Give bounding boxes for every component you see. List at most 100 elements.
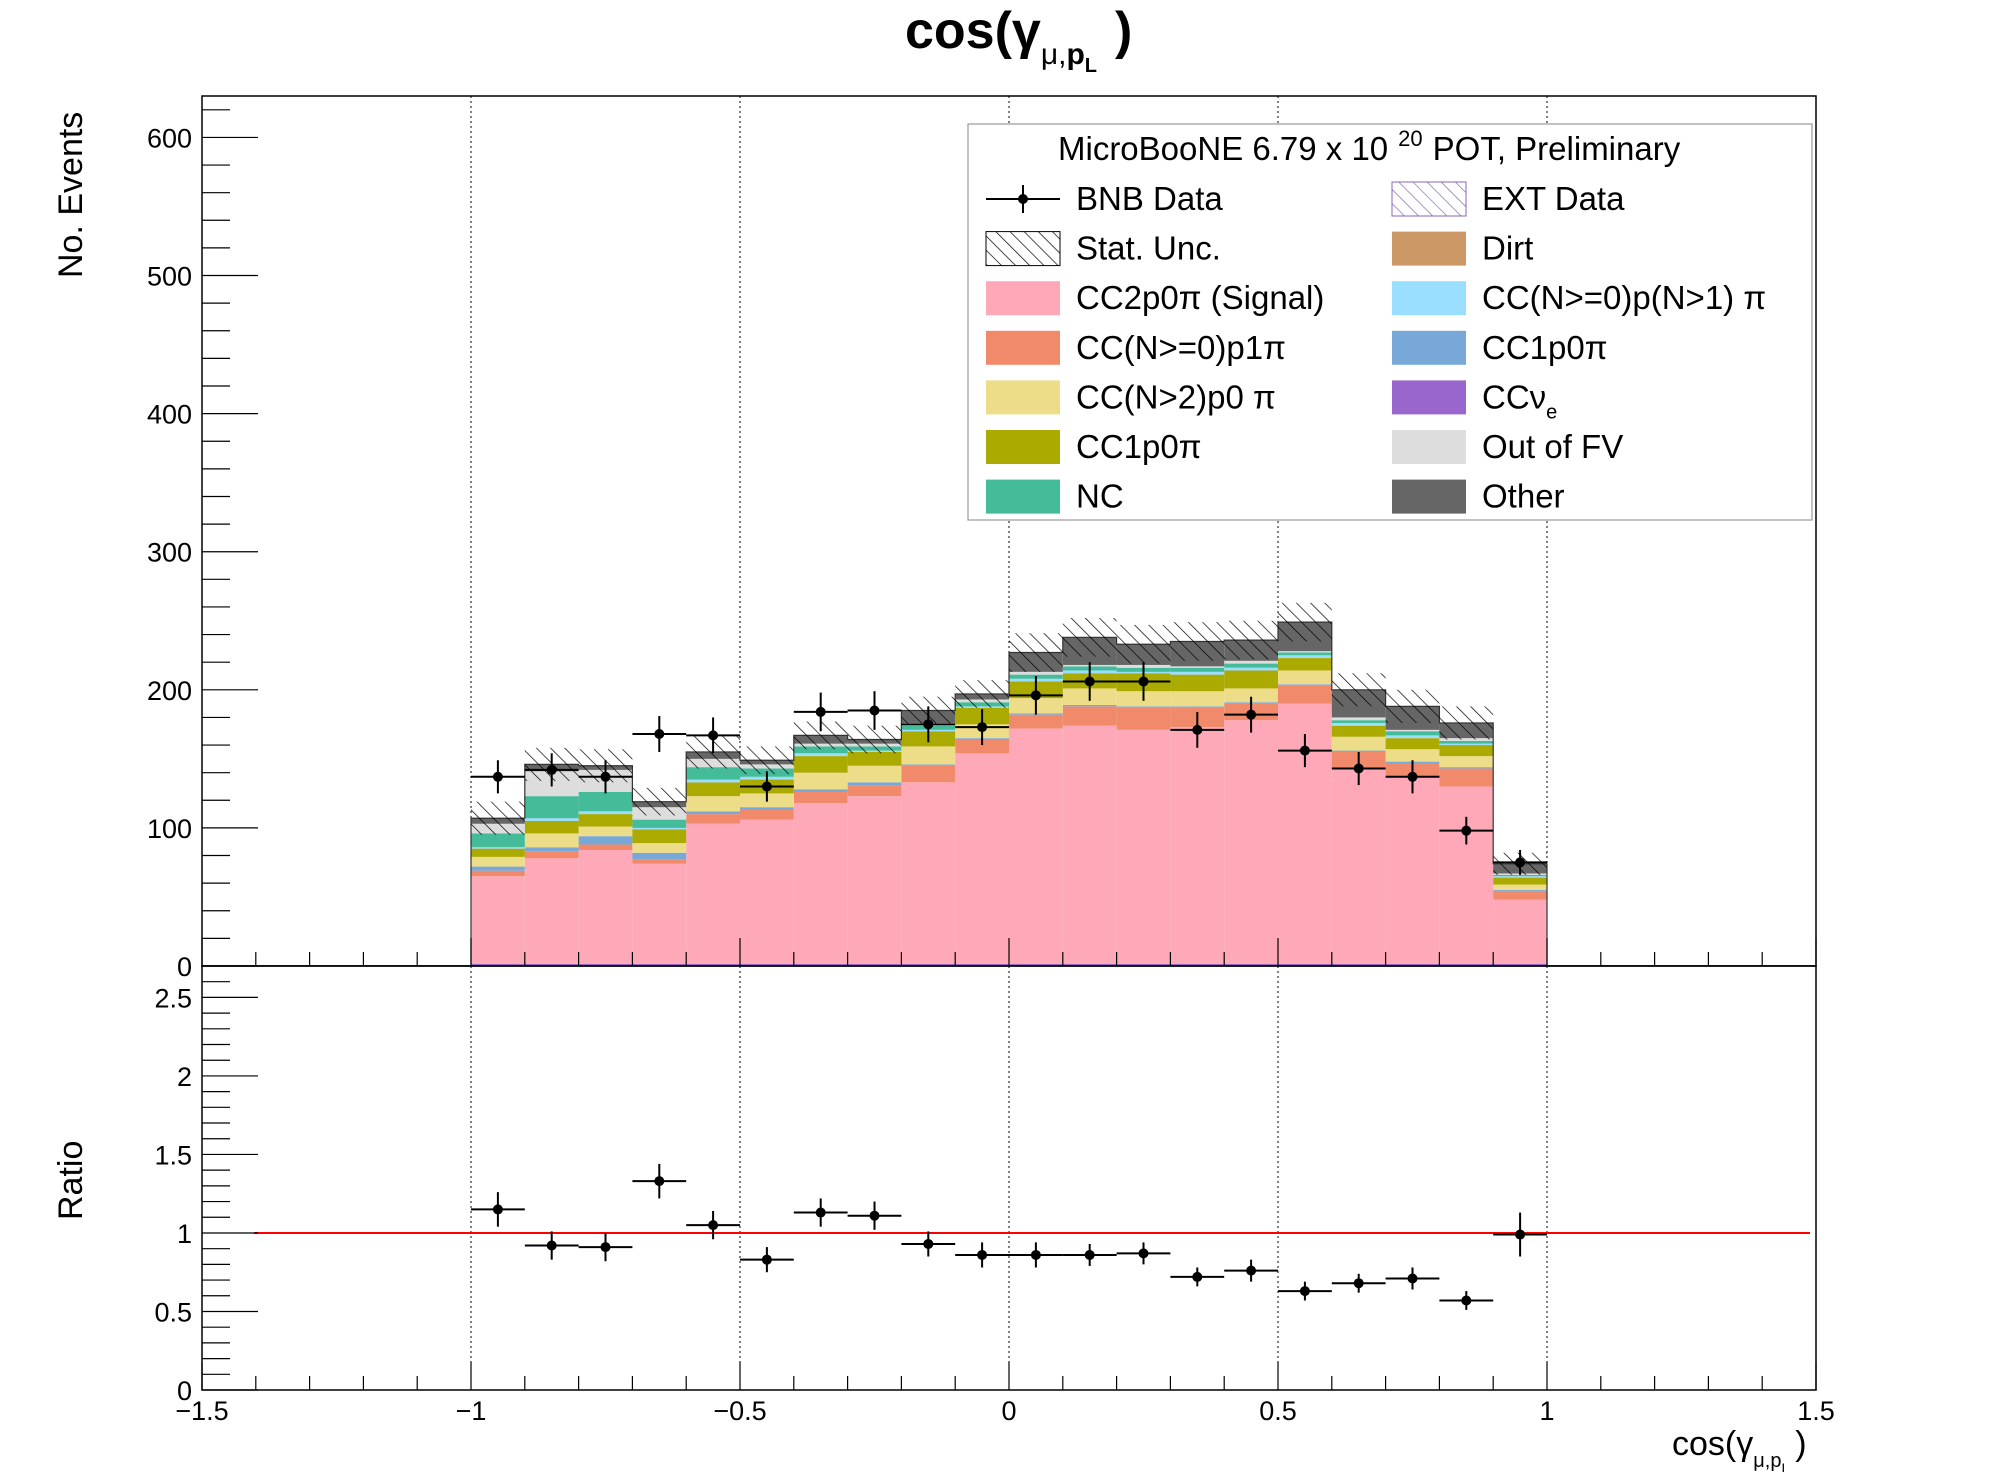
ratio-point-4: [708, 1220, 719, 1231]
bar-s6-b13: [1170, 667, 1225, 672]
x-axis-title: cos(γμ,pL): [1672, 1425, 1807, 1472]
xtick-label-2: −0.5: [713, 1396, 766, 1426]
bar-s2-b18: [1439, 767, 1494, 769]
main-histogram-panel: 0 100 200 300 400 500 600 No. Events: [52, 95, 1817, 982]
bar-s4-b19: [1493, 877, 1547, 885]
bar-s6-b15: [1278, 652, 1332, 656]
bar-s2-b15: [1278, 684, 1332, 686]
bar-s4-b17: [1385, 738, 1440, 750]
upper-x-ticks: [201, 938, 1817, 966]
bar-s3-b13: [1170, 691, 1225, 707]
bar-s1-b7: [847, 785, 902, 797]
legend-swatch-4: [986, 281, 1060, 316]
ratio-panel: 0 0.5 1 1.5 2 2.5 −1.5 −1 −0.5 0 0.5 1 1.5 Ratio co…: [52, 965, 1835, 1472]
ratio-point-2: [600, 1242, 611, 1253]
ratio-point-10: [1030, 1249, 1041, 1260]
bar-s1-b10: [1009, 714, 1063, 729]
legend-swatch-2: [985, 231, 1061, 267]
ratio-points: [471, 1163, 1547, 1310]
bar-s3-b8: [901, 746, 956, 765]
bar-s2-b7: [847, 782, 902, 786]
ratio-point-13: [1192, 1271, 1203, 1282]
data-point-13: [1192, 724, 1203, 735]
stat-unc-b9: [955, 680, 1009, 708]
legend-swatch-8: [986, 380, 1060, 415]
bar-s1-b12: [1116, 707, 1171, 730]
bar-s2-b0: [471, 866, 525, 871]
bar-s2-b8: [901, 764, 956, 766]
bar-s0-b9: [955, 753, 1009, 966]
bar-s5-b2: [578, 811, 633, 815]
bar-s6-b14: [1224, 663, 1278, 668]
bar-s3-b3: [632, 843, 687, 853]
data-point-8: [923, 719, 934, 730]
ratio-point-6: [815, 1207, 826, 1218]
xtick-label-1: −1: [456, 1396, 487, 1426]
chart-title: cos(γμ,pL): [905, 2, 1132, 77]
bar-s5-b0: [471, 847, 525, 849]
bar-s3-b4: [686, 796, 740, 812]
ratio-point-16: [1353, 1278, 1364, 1289]
bar-s5-b18: [1439, 743, 1494, 746]
bar-s3-b16: [1331, 736, 1386, 751]
data-point-17: [1407, 771, 1418, 782]
legend: MicroBooNE 6.79 x 10 20 POT, Preliminary B…: [967, 123, 1813, 521]
bar-s7-b17: [1385, 729, 1440, 732]
bar-s6-b2: [578, 792, 633, 812]
bar-s3-b14: [1224, 688, 1278, 703]
bar-s4-b15: [1278, 658, 1332, 671]
data-point-0: [492, 771, 503, 782]
legend-box: [967, 123, 1813, 521]
bar-s6-b17: [1385, 731, 1440, 736]
bar-s6-b18: [1439, 740, 1494, 744]
bar-s0-b16: [1331, 768, 1386, 966]
stat-unc-b16: [1331, 673, 1386, 707]
xtick-label-4: 0.5: [1259, 1396, 1297, 1426]
data-point-10: [1030, 690, 1041, 701]
xtick-label-0: −1.5: [175, 1396, 228, 1426]
stat-unc-b5: [740, 746, 794, 775]
bar-s1-b11: [1062, 706, 1117, 726]
data-point-4: [708, 730, 719, 741]
bar-s2-b11: [1062, 705, 1117, 707]
bar-s0-b10: [1009, 728, 1063, 966]
bar-s5-b6: [793, 753, 848, 757]
legend-label-0: BNB Data: [1076, 180, 1223, 217]
stat-unc-b18: [1439, 706, 1494, 740]
bar-s2-b6: [793, 789, 848, 792]
bar-s5-b17: [1385, 735, 1440, 739]
bar-s4-b2: [578, 814, 633, 827]
bar-s4-b16: [1331, 725, 1386, 737]
legend-entries: BNB Data EXT Data Stat. Unc. Dirt CC2p0π (Si…: [985, 180, 1766, 515]
bar-s2-b2: [578, 836, 633, 845]
bar-s4-b3: [632, 829, 687, 844]
bar-s0-b1: [524, 858, 579, 966]
bar-s7-b16: [1331, 717, 1386, 721]
bar-s3-b7: [847, 765, 902, 783]
bar-s1-b3: [632, 859, 687, 864]
bar-s5-b15: [1278, 655, 1332, 659]
bar-s5-b19: [1493, 876, 1547, 878]
bar-s2-b16: [1331, 750, 1386, 752]
bar-s7-b14: [1224, 660, 1278, 664]
lower-ytick-label-2: 1: [177, 1219, 192, 1249]
bar-s3-b17: [1385, 749, 1440, 762]
bar-s0-b4: [686, 823, 740, 966]
ratio-point-5: [761, 1254, 772, 1265]
lower-ytick-label-0: 0: [177, 1376, 192, 1406]
ratio-point-9: [977, 1249, 988, 1260]
bar-s1-b5: [740, 809, 794, 820]
legend-label-9: CCνe: [1482, 378, 1557, 423]
data-point-18: [1461, 825, 1472, 836]
bar-s3-b2: [578, 826, 633, 837]
bar-s3-b15: [1278, 670, 1332, 685]
bar-s4-b6: [793, 756, 848, 773]
upper-ytick-label-4: 400: [147, 400, 192, 430]
data-point-2: [600, 771, 611, 782]
bar-s0-b6: [793, 803, 848, 966]
bar-s1-b1: [524, 851, 579, 859]
legend-label-8: CC(N>2)p0 π: [1076, 378, 1276, 415]
bnb-data-points: [471, 662, 1547, 875]
stat-unc-b12: [1116, 624, 1171, 664]
data-point-12: [1138, 676, 1149, 687]
